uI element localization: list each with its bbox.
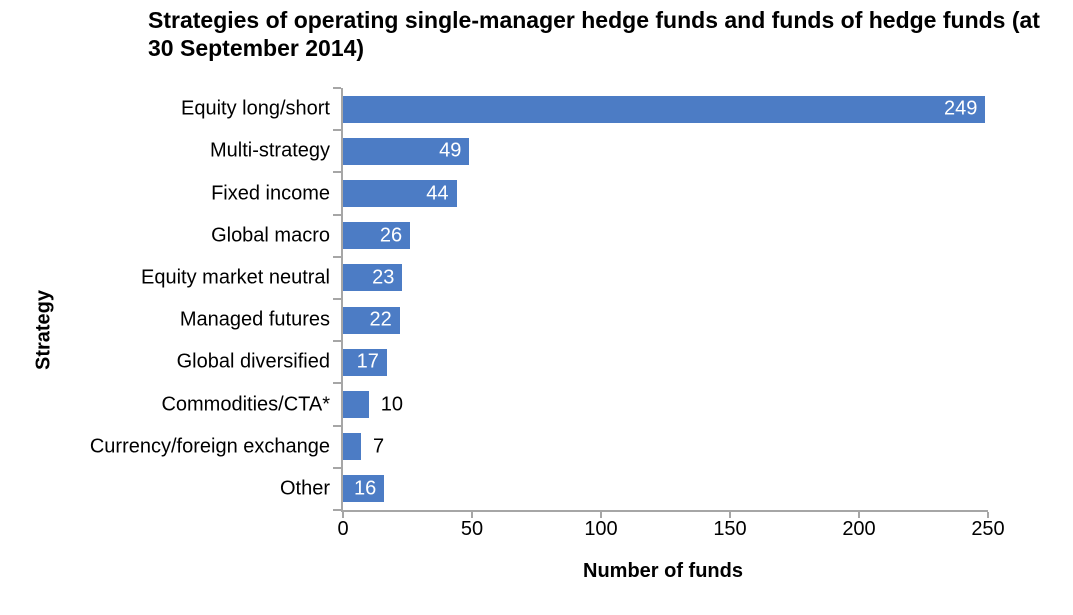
- x-axis-tick: [987, 512, 989, 518]
- x-tick-label: 150: [713, 518, 747, 540]
- y-axis-tick: [333, 213, 341, 216]
- value-label: 22: [369, 308, 392, 331]
- bar: [343, 391, 369, 418]
- x-tick-label: 50: [460, 518, 484, 540]
- x-axis-tick: [342, 512, 344, 518]
- x-axis-tick: [858, 512, 860, 518]
- y-axis-tick: [333, 87, 341, 89]
- bar: [343, 306, 400, 334]
- value-label: 44: [426, 182, 449, 204]
- x-axis-tick: [600, 512, 602, 518]
- category-label: Global diversified: [176, 350, 330, 373]
- category-label: Multi-strategy: [209, 139, 330, 162]
- category-label: Commodities/CTA*: [161, 393, 330, 415]
- category-label: Fixed income: [211, 182, 330, 204]
- category-label: Equity long/short: [181, 97, 330, 120]
- bar: [343, 95, 986, 123]
- category-label: Global macro: [211, 224, 330, 247]
- bar: [343, 264, 403, 292]
- bar: [343, 475, 385, 503]
- value-label: 17: [356, 350, 379, 373]
- category-label: Managed futures: [179, 308, 330, 331]
- y-axis-tick: [333, 424, 341, 427]
- bar: [343, 348, 387, 376]
- chart-title: Strategies of operating single-manager h…: [148, 7, 1040, 61]
- x-tick-label: 250: [971, 518, 1005, 540]
- x-tick-label: 100: [584, 518, 618, 540]
- y-axis-tick: [333, 129, 341, 132]
- y-axis-tick: [333, 509, 341, 511]
- value-label: 16: [354, 477, 377, 500]
- bar: [343, 433, 362, 461]
- y-axis-tick: [333, 298, 341, 300]
- x-axis-tick: [729, 512, 731, 518]
- y-axis-tick: [333, 466, 341, 469]
- y-axis-tick: [333, 171, 341, 174]
- category-label: Equity market neutral: [141, 266, 330, 289]
- bar: [343, 137, 470, 165]
- category-label: Currency/foreign exchange: [89, 435, 330, 458]
- value-label: 26: [379, 224, 403, 247]
- y-axis-tick: [333, 382, 341, 385]
- value-label: 49: [439, 139, 462, 162]
- x-tick-label: 0: [337, 518, 349, 540]
- x-tick-label: 200: [842, 518, 876, 540]
- value-label: 10: [380, 393, 404, 415]
- category-label: Other: [279, 477, 330, 500]
- y-axis-tick: [333, 340, 341, 343]
- value-label: 249: [944, 97, 978, 120]
- bar: [343, 180, 457, 207]
- plot-area: Equity long/short 249 Multi-strategy 49 Fixe…: [90, 87, 1005, 540]
- x-axis-tick: [471, 512, 473, 518]
- value-label: 7: [373, 435, 385, 458]
- x-axis-title: Number of funds: [583, 560, 743, 582]
- value-label: 23: [372, 266, 395, 289]
- y-axis-tick: [333, 255, 341, 258]
- bar: [343, 222, 411, 250]
